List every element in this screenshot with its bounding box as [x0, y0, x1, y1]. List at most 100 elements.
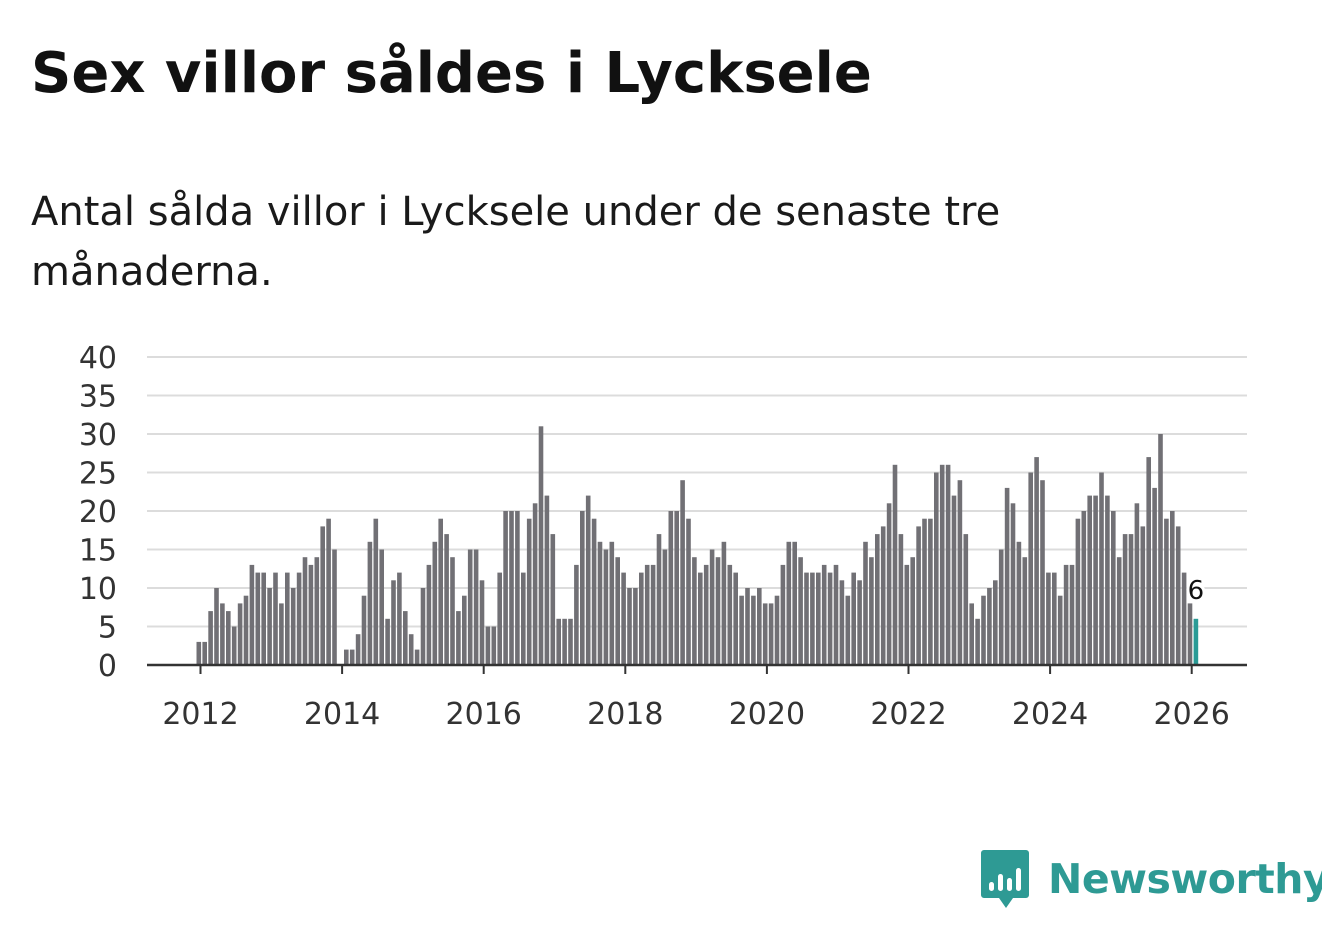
bar — [827, 572, 833, 665]
y-tick-label: 35 — [79, 380, 117, 415]
bar — [580, 511, 585, 665]
bar — [367, 541, 373, 665]
bar — [798, 557, 803, 665]
bar — [703, 564, 709, 665]
bar — [880, 526, 886, 665]
bar — [538, 426, 544, 665]
bar — [526, 518, 532, 665]
bar — [786, 541, 792, 665]
x-tick-label: 2022 — [870, 697, 946, 732]
bar — [597, 541, 603, 665]
bar — [1034, 457, 1039, 665]
y-tick-label: 25 — [79, 457, 117, 492]
bar — [479, 580, 485, 665]
bar — [1052, 572, 1057, 665]
bar — [444, 534, 449, 665]
bar — [249, 564, 255, 665]
bar — [326, 518, 331, 665]
bar — [285, 572, 290, 665]
bar — [562, 618, 567, 665]
bar — [963, 534, 969, 665]
bar — [344, 649, 349, 665]
bar — [1040, 480, 1045, 665]
bar — [869, 557, 874, 665]
bar — [898, 534, 904, 665]
bar — [1134, 503, 1140, 665]
bar — [1175, 526, 1181, 665]
bar — [1146, 457, 1151, 665]
bar — [863, 541, 868, 665]
bar — [550, 534, 556, 665]
bar — [627, 588, 632, 665]
bar — [904, 564, 910, 665]
bar — [733, 572, 738, 665]
bar — [432, 541, 438, 665]
bar — [556, 618, 561, 665]
bar — [426, 564, 432, 665]
bar — [739, 595, 744, 665]
bar — [290, 588, 296, 665]
y-tick-label: 15 — [79, 534, 117, 569]
bar — [220, 603, 225, 665]
bar — [875, 534, 880, 665]
bar — [721, 541, 727, 665]
bar — [585, 495, 591, 665]
bar — [1187, 603, 1193, 665]
bar — [662, 549, 668, 665]
newsworthy-logo-icon — [981, 850, 1029, 908]
bar — [515, 511, 520, 665]
bar — [314, 557, 320, 665]
bar — [497, 572, 502, 665]
bar — [957, 480, 963, 665]
bar — [332, 549, 337, 665]
bar — [1057, 595, 1063, 665]
bar — [1010, 503, 1016, 665]
bar — [768, 603, 774, 665]
bar — [509, 511, 514, 665]
bar — [521, 572, 526, 665]
x-tick-label: 2024 — [1012, 697, 1088, 732]
bar — [302, 557, 308, 665]
bar — [945, 464, 951, 665]
bar — [243, 595, 249, 665]
bar — [804, 572, 809, 665]
bar — [727, 564, 733, 665]
bar — [1022, 557, 1028, 665]
bar — [886, 503, 892, 665]
bar — [609, 541, 615, 665]
bar — [1181, 572, 1187, 665]
bar — [308, 564, 314, 665]
bar — [845, 595, 851, 665]
bar — [261, 572, 266, 665]
bar-highlight — [1193, 618, 1199, 665]
x-axis: 2012 2014 2016 2018 2020 2022 2024 2026 — [147, 663, 1247, 732]
bar — [1105, 495, 1110, 665]
bar — [621, 572, 626, 665]
y-tick-label: 0 — [98, 649, 117, 684]
bar — [1170, 511, 1175, 665]
y-tick-label: 30 — [79, 418, 117, 453]
y-tick-label: 20 — [79, 495, 117, 530]
bar — [226, 611, 231, 665]
bar — [698, 572, 703, 665]
bar — [467, 549, 473, 665]
bar — [644, 564, 650, 665]
bar — [792, 541, 797, 665]
bar — [810, 572, 815, 665]
bar — [715, 557, 721, 665]
bar — [1028, 472, 1033, 665]
bar — [355, 634, 361, 665]
bar — [709, 549, 715, 665]
bar — [1046, 572, 1051, 665]
bar — [208, 611, 213, 665]
x-tick-label: 2026 — [1154, 697, 1230, 732]
bar — [373, 518, 379, 665]
highlight-value-label: 6 — [1188, 576, 1205, 606]
bar — [939, 464, 945, 665]
bar — [1152, 487, 1157, 665]
x-tick-label: 2018 — [587, 697, 663, 732]
bar — [680, 480, 685, 665]
bar — [916, 526, 921, 665]
bar — [686, 518, 691, 665]
